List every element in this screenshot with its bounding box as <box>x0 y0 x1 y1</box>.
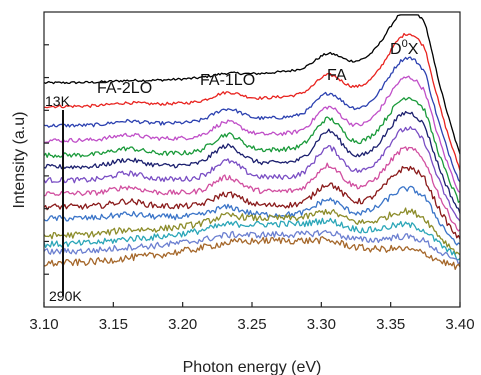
spectrum-line-10 <box>43 207 461 256</box>
spectrum-line-0 <box>43 14 461 155</box>
annotation-fa2lo: FA-2LO <box>97 80 152 97</box>
spectrum-line-5 <box>43 110 461 214</box>
annotation-fa1lo: FA-1LO <box>200 72 255 89</box>
spectrum-line-7 <box>43 146 461 232</box>
x-tick-label: 3.40 <box>445 316 474 333</box>
spectrum-line-1 <box>43 32 461 171</box>
y-axis-label: Intensity (a.u) <box>11 112 28 209</box>
spectrum-line-13 <box>43 236 461 271</box>
spectrum-line-12 <box>43 229 461 265</box>
axis-layer: 3.10 3.15 3.20 3.25 3.30 3.35 3.40 <box>29 44 475 333</box>
spectrum-line-2 <box>43 56 461 183</box>
series-layer <box>43 14 461 271</box>
annotation-dox-sup: 0 <box>402 38 408 50</box>
annotation-fa: FA <box>327 67 347 84</box>
x-axis-label: Photon energy (eV) <box>183 359 322 375</box>
x-tick-label: 3.15 <box>99 316 128 333</box>
annotation-dox-main: D <box>390 41 402 58</box>
spectrum-line-11 <box>43 217 461 261</box>
spectrum-line-8 <box>43 165 461 240</box>
x-tick-label: 3.35 <box>376 316 405 333</box>
spectrum-line-3 <box>43 75 461 194</box>
x-tick-label: 3.30 <box>307 316 336 333</box>
annotation-dox: D0X <box>390 38 419 58</box>
x-tick-label: 3.25 <box>237 316 266 333</box>
annotation-290k: 290K <box>49 288 82 304</box>
annotation-13k: 13K <box>45 93 71 109</box>
spectrum-line-6 <box>43 126 461 222</box>
spectrum-line-4 <box>43 96 461 203</box>
x-tick-label: 3.20 <box>168 316 197 333</box>
x-tick-label: 3.10 <box>29 316 58 333</box>
annotation-dox-tail: X <box>408 41 419 58</box>
